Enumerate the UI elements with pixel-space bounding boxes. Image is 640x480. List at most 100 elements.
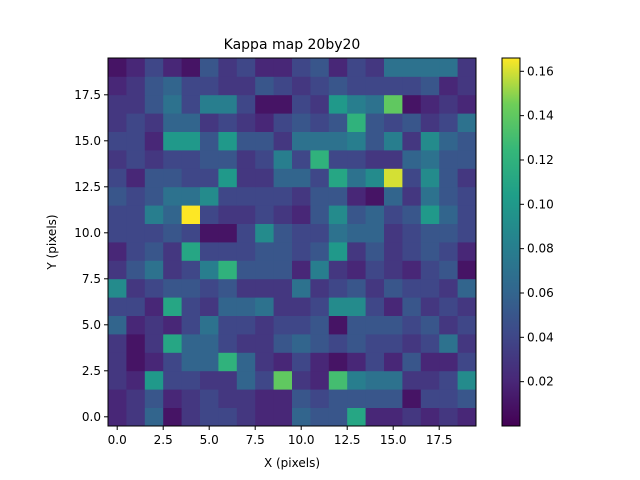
heatmap-cell <box>273 334 293 353</box>
heatmap-cell <box>108 389 127 408</box>
heatmap-cell <box>273 407 293 427</box>
x-tick-label: 5.0 <box>200 433 219 447</box>
heatmap-cell <box>384 278 403 298</box>
heatmap-cell <box>439 370 458 390</box>
heatmap-cell <box>292 58 311 77</box>
heatmap-cell <box>292 94 311 114</box>
heatmap-cell <box>347 168 366 188</box>
heatmap-cell <box>163 223 182 243</box>
heatmap-cell <box>236 76 256 96</box>
heatmap-cell <box>384 389 403 408</box>
heatmap-cell <box>310 186 330 206</box>
heatmap-cell <box>365 223 385 243</box>
heatmap-cell <box>108 242 127 261</box>
heatmap-cell <box>144 113 164 132</box>
heatmap-cell <box>181 168 201 188</box>
heatmap-cell <box>384 94 403 114</box>
heatmap-cell <box>328 278 348 298</box>
heatmap-cell <box>200 186 219 206</box>
heatmap-cell <box>126 260 146 280</box>
heatmap-cell <box>310 334 330 353</box>
heatmap-cell <box>292 334 311 353</box>
heatmap-cell <box>347 297 366 316</box>
heatmap-cell <box>402 278 422 298</box>
heatmap-cell <box>273 205 293 224</box>
heatmap-cell <box>236 278 256 298</box>
heatmap-cell <box>218 370 238 390</box>
heatmap-cell <box>347 242 366 261</box>
heatmap-cell <box>439 297 458 316</box>
heatmap-cell <box>402 94 422 114</box>
heatmap-cell <box>181 150 201 169</box>
heatmap-cell <box>218 94 238 114</box>
heatmap-cell <box>200 131 219 151</box>
heatmap-cell <box>163 352 182 372</box>
heatmap-cell <box>457 389 477 408</box>
heatmap-cell <box>255 58 274 77</box>
heatmap-cell <box>347 186 366 206</box>
heatmap-cell <box>273 58 293 77</box>
heatmap-cell <box>126 352 146 372</box>
heatmap-cell <box>181 223 201 243</box>
heatmap-cell <box>292 370 311 390</box>
heatmap-cell <box>255 205 274 224</box>
heatmap-cell <box>439 131 458 151</box>
heatmap-cell <box>108 168 127 188</box>
heatmap-cell <box>292 407 311 427</box>
heatmap-cell <box>457 76 477 96</box>
heatmap-cell <box>200 58 219 77</box>
colorbar-tick-label: 0.06 <box>527 286 554 300</box>
heatmap-cell <box>181 297 201 316</box>
heatmap-cell <box>384 407 403 427</box>
heatmap-cell <box>218 205 238 224</box>
heatmap-cell <box>402 370 422 390</box>
y-tick-label: 15.0 <box>74 134 101 148</box>
heatmap-cell <box>439 242 458 261</box>
heatmap-cell <box>126 205 146 224</box>
heatmap-cell <box>108 186 127 206</box>
heatmap-cell <box>402 297 422 316</box>
heatmap-cell <box>200 407 219 427</box>
heatmap-cell <box>126 113 146 132</box>
heatmap-cell <box>273 370 293 390</box>
heatmap-cell <box>273 76 293 96</box>
heatmap-cell <box>108 205 127 224</box>
heatmap-cell <box>328 205 348 224</box>
heatmap-cell <box>384 297 403 316</box>
heatmap-cell <box>181 370 201 390</box>
heatmap-cell <box>218 278 238 298</box>
heatmap-cell <box>218 131 238 151</box>
heatmap-cell <box>347 223 366 243</box>
heatmap-cell <box>402 168 422 188</box>
heatmap-cell <box>273 94 293 114</box>
heatmap-cell <box>402 58 422 77</box>
heatmap-cell <box>181 407 201 427</box>
heatmap-cell <box>292 297 311 316</box>
heatmap-cell <box>420 186 440 206</box>
heatmap-cell <box>255 242 274 261</box>
heatmap-cell <box>163 76 182 96</box>
heatmap-cell <box>328 297 348 316</box>
y-tick-label: 2.5 <box>82 364 101 378</box>
plot-frame <box>107 57 477 427</box>
heatmap-cell <box>310 168 330 188</box>
heatmap-cell <box>384 150 403 169</box>
heatmap-cell <box>310 205 330 224</box>
heatmap-cell <box>328 352 348 372</box>
heatmap-cell <box>218 186 238 206</box>
heatmap-cell <box>218 76 238 96</box>
heatmap-cell <box>273 223 293 243</box>
heatmap-cell <box>163 113 182 132</box>
heatmap-cell <box>310 389 330 408</box>
heatmap-cell <box>439 186 458 206</box>
heatmap-cell <box>273 113 293 132</box>
heatmap-cell <box>126 168 146 188</box>
heatmap-cell <box>144 242 164 261</box>
heatmap-cell <box>273 297 293 316</box>
chart-title: Kappa map 20by20 <box>224 37 361 53</box>
heatmap-cell <box>255 94 274 114</box>
heatmap-cell <box>108 352 127 372</box>
heatmap-cell <box>126 131 146 151</box>
heatmap-cell <box>328 389 348 408</box>
heatmap-cell <box>108 131 127 151</box>
